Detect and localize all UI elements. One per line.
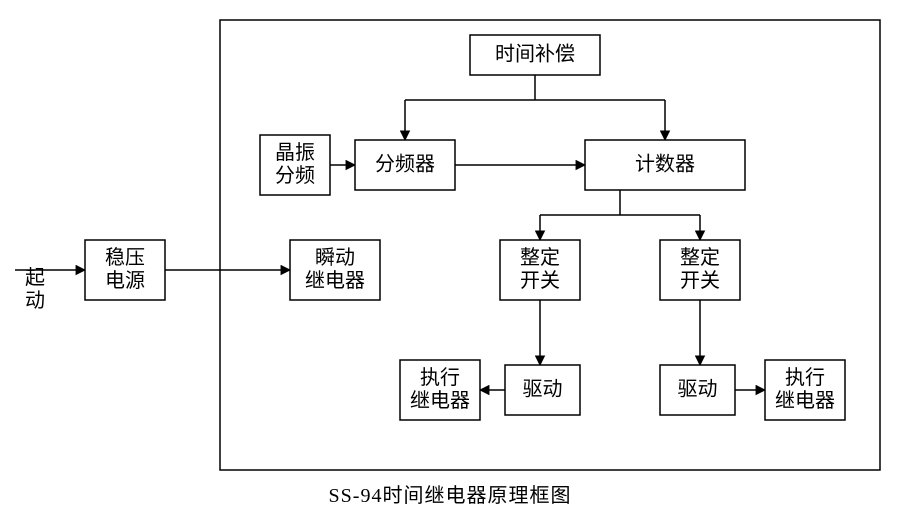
node-label: 驱动 — [523, 378, 563, 401]
node-label: 继电器 — [305, 269, 365, 292]
node-label: 继电器 — [410, 389, 470, 412]
node-label: 时间补偿 — [495, 43, 575, 66]
node-exec_l: 执行继电器 — [400, 360, 480, 420]
node-label: 分频 — [275, 164, 315, 187]
node-counter: 计数器 — [585, 140, 745, 190]
node-drive_r: 驱动 — [660, 365, 735, 415]
node-label: 驱动 — [678, 378, 718, 401]
node-label: 电源 — [105, 269, 145, 292]
node-start_label: 起动 — [25, 266, 45, 312]
flowchart-diagram: 起动稳压电源瞬动继电器时间补偿晶振分频分频器计数器整定开关整定开关执行继电器驱动… — [0, 0, 900, 525]
node-label: 晶振 — [275, 141, 315, 164]
node-label: 起 — [25, 266, 45, 289]
node-relay_inst: 瞬动继电器 — [290, 240, 380, 300]
node-divider: 分频器 — [355, 140, 455, 190]
node-label: 整定 — [520, 246, 560, 269]
node-label: 瞬动 — [315, 246, 355, 269]
node-label: 整定 — [680, 246, 720, 269]
diagram-caption: SS-94时间继电器原理框图 — [329, 484, 572, 507]
node-label: 稳压 — [105, 246, 145, 269]
node-set_sw_r: 整定开关 — [660, 240, 740, 300]
node-time_comp: 时间补偿 — [470, 35, 600, 75]
node-label: 开关 — [520, 269, 560, 292]
node-drive_l: 驱动 — [505, 365, 580, 415]
node-set_sw_l: 整定开关 — [500, 240, 580, 300]
node-power: 稳压电源 — [85, 240, 165, 300]
node-label: 执行 — [785, 366, 825, 389]
node-osc_div: 晶振分频 — [260, 135, 330, 195]
node-label: 执行 — [420, 366, 460, 389]
node-label: 计数器 — [635, 153, 695, 176]
node-label: 动 — [25, 289, 45, 312]
node-label: 分频器 — [375, 153, 435, 176]
node-label: 继电器 — [775, 389, 835, 412]
node-exec_r: 执行继电器 — [765, 360, 845, 420]
node-label: 开关 — [680, 269, 720, 292]
